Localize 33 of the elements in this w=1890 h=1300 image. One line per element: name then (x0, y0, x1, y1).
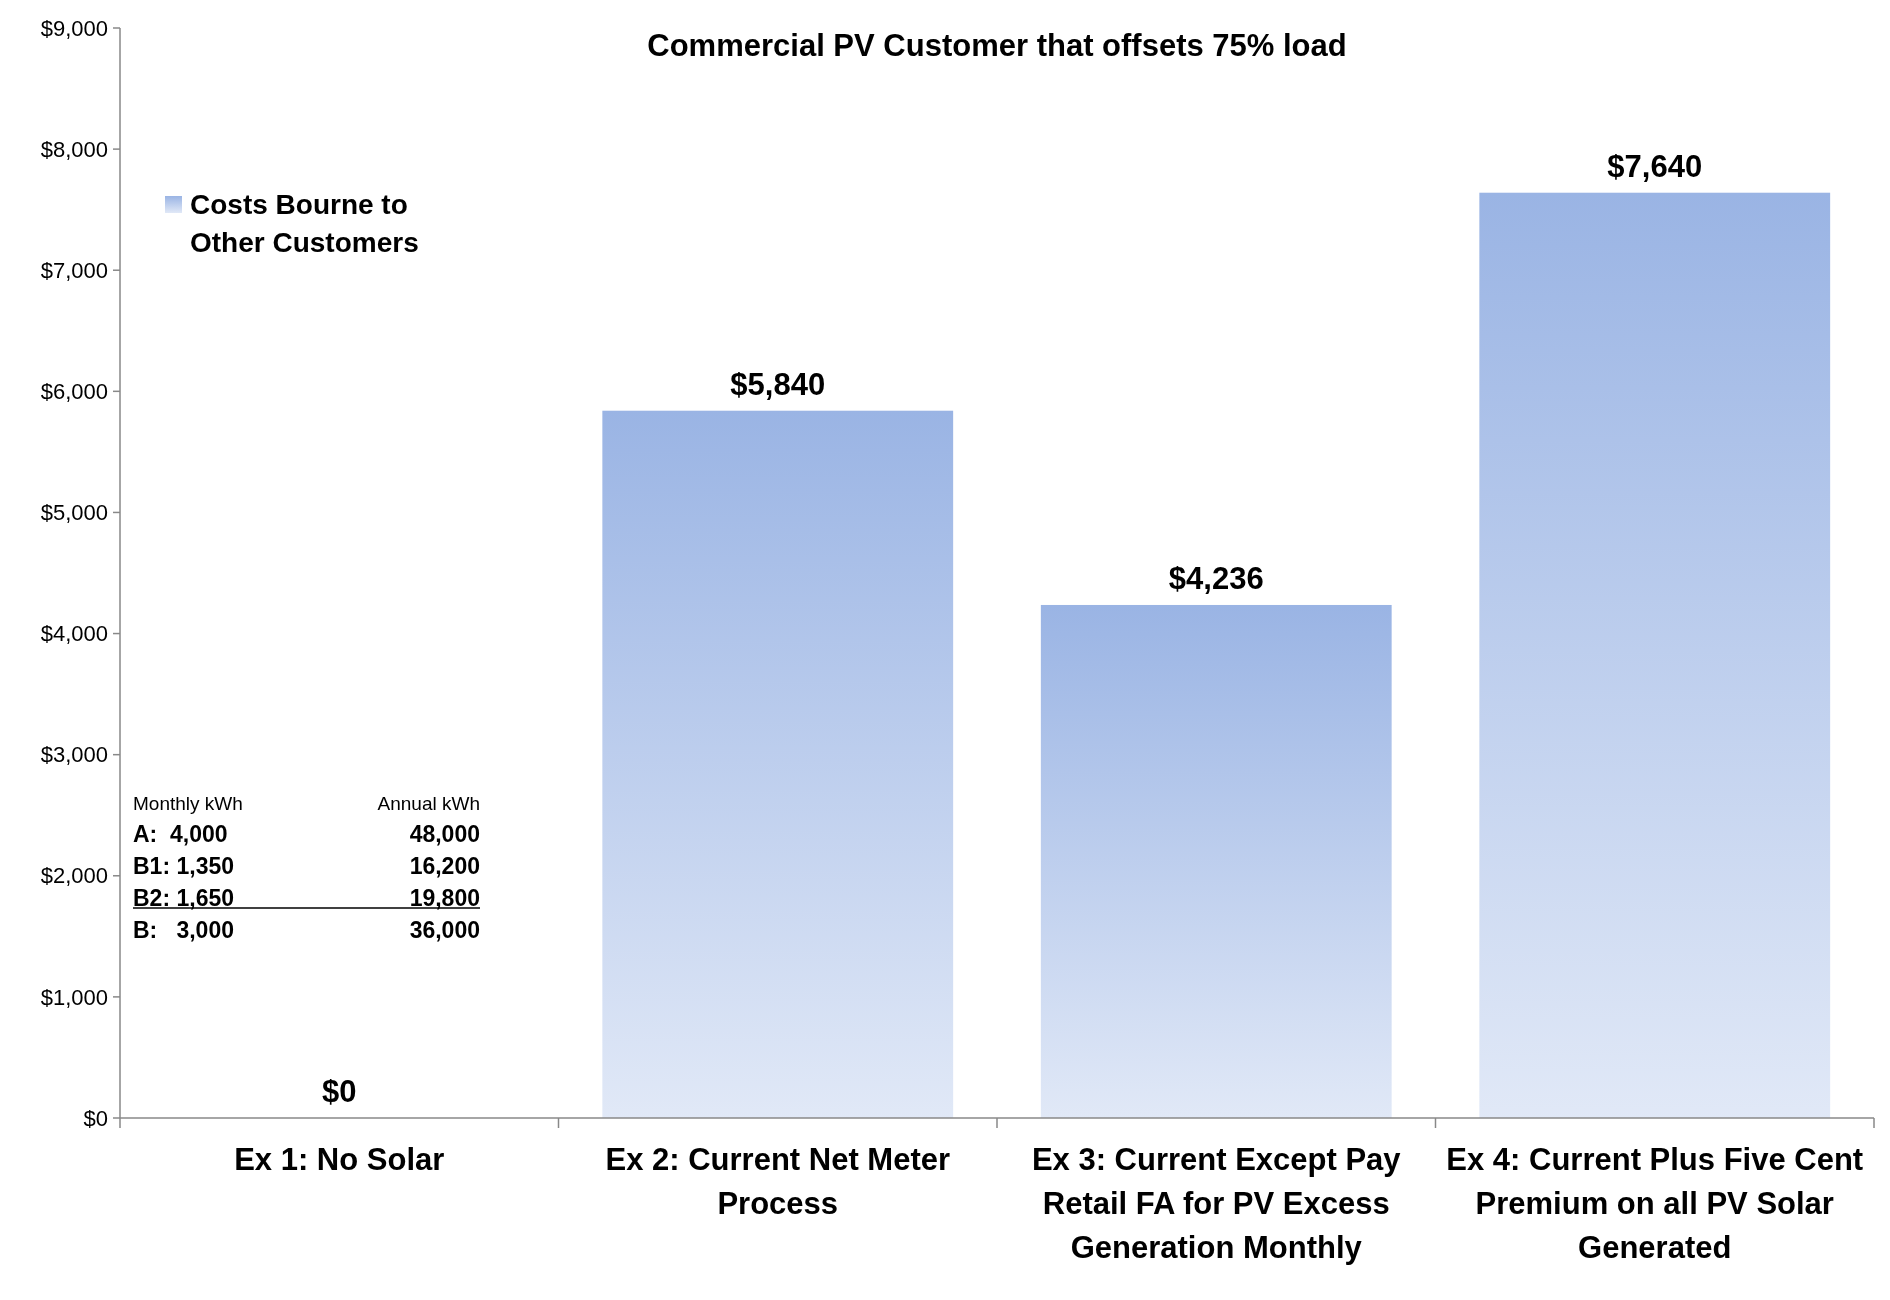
y-tick-label: $0 (83, 1105, 108, 1131)
bar (1479, 192, 1831, 1118)
data-label: $7,640 (1607, 148, 1703, 184)
annotation: B: 3,000 (133, 917, 234, 943)
y-tick-label: $6,000 (40, 379, 108, 405)
y-tick-label: $8,000 (40, 136, 108, 162)
y-tick-label: $2,000 (40, 863, 108, 889)
x-tick-label: Ex 4: Current Plus Five Cent Premium on all PV Solar Generated (1446, 1142, 1864, 1265)
annotation: 36,000 (409, 917, 480, 943)
annotation: 48,000 (409, 821, 480, 847)
y-tick-label: $4,000 (40, 621, 108, 647)
annotation: B2: 1,650 (133, 885, 235, 911)
annotation: 19,800 (409, 885, 480, 911)
chart-title: Commercial PV Customer that offsets 75% load (647, 28, 1347, 63)
y-tick-label: $9,000 (40, 15, 108, 41)
data-label: $5,840 (730, 366, 826, 402)
bar (1040, 604, 1392, 1118)
annotation: A: 4,000 (133, 821, 228, 847)
x-tick-label: Ex 2: Current Net Meter Process (605, 1142, 951, 1221)
x-tick-label: Ex 1: No Solar (234, 1142, 445, 1177)
annotation: B1: 1,350 (133, 853, 235, 879)
y-tick-label: $1,000 (40, 984, 108, 1010)
annotation: Monthly kWh (133, 793, 243, 814)
y-tick-label: $5,000 (40, 500, 108, 526)
legend-label: Costs Bourne to Other Customers (190, 189, 419, 258)
annotation: Annual kWh (377, 793, 480, 814)
y-tick-label: $3,000 (40, 742, 108, 768)
x-tick-label: Ex 3: Current Except Pay Retail FA for PV Excess Generation Monthly (1031, 1142, 1402, 1265)
data-label: $0 (322, 1074, 357, 1109)
bar (602, 410, 954, 1118)
y-tick-label: $7,000 (40, 257, 108, 283)
annotation: 16,200 (409, 853, 480, 879)
data-label: $4,236 (1168, 560, 1264, 596)
